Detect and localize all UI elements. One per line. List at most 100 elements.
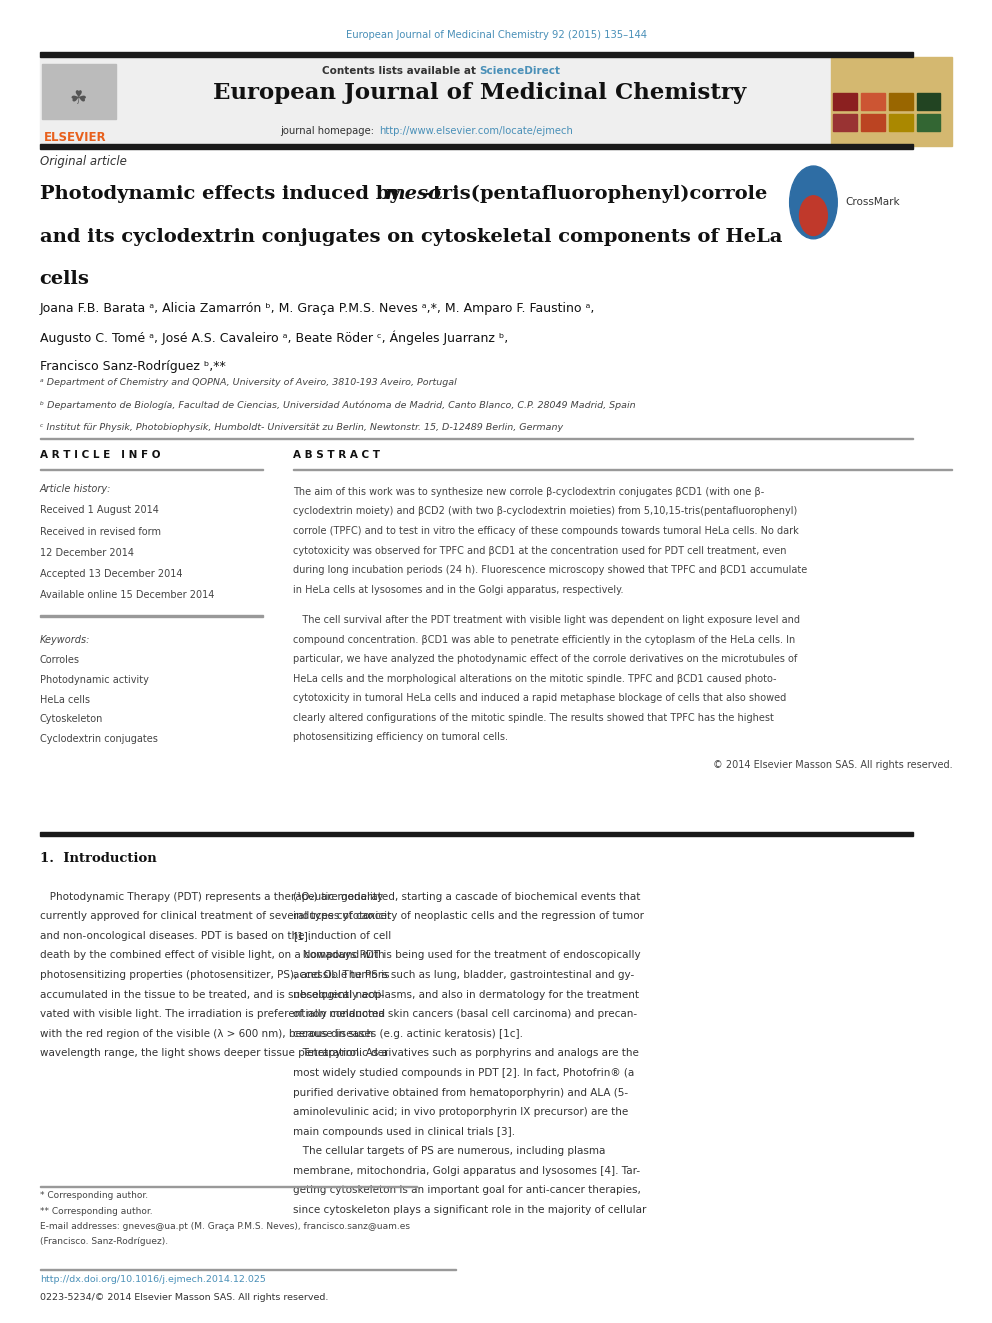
Bar: [40, 832, 913, 836]
Text: cyclodextrin moiety) and βCD2 (with two β-cyclodextrin moieties) from 5,10,15-tr: cyclodextrin moiety) and βCD2 (with two …: [293, 507, 797, 516]
Text: photosensitizing properties (photosensitizer, PS), and O₂. The PS is: photosensitizing properties (photosensit…: [40, 970, 389, 980]
Text: Cyclodextrin conjugates: Cyclodextrin conjugates: [40, 734, 158, 745]
Text: 1.  Introduction: 1. Introduction: [40, 852, 157, 865]
Text: ᵃ Department of Chemistry and QOPNA, University of Aveiro, 3810-193 Aveiro, Port: ᵃ Department of Chemistry and QOPNA, Uni…: [40, 378, 456, 388]
Text: Cytoskeleton: Cytoskeleton: [40, 714, 103, 725]
Text: The cell survival after the PDT treatment with visible light was dependent on li: The cell survival after the PDT treatmen…: [293, 615, 800, 624]
Text: of non melanoma skin cancers (basal cell carcinoma) and precan-: of non melanoma skin cancers (basal cell…: [293, 1009, 637, 1019]
Bar: [833, 93, 857, 110]
Bar: [861, 93, 885, 110]
Ellipse shape: [790, 167, 837, 238]
Text: ☘: ☘: [69, 89, 87, 107]
Text: accumulated in the tissue to be treated, and is subsequently acti-: accumulated in the tissue to be treated,…: [40, 990, 384, 1000]
Text: E-mail addresses: gneves@ua.pt (M. Graça P.M.S. Neves), francisco.sanz@uam.es: E-mail addresses: gneves@ua.pt (M. Graça…: [40, 1222, 410, 1232]
Text: accessible tumors such as lung, bladder, gastrointestinal and gy-: accessible tumors such as lung, bladder,…: [293, 970, 634, 980]
Text: HeLa cells and the morphological alterations on the mitotic spindle. TPFC and βC: HeLa cells and the morphological alterat…: [293, 673, 776, 684]
Text: Keywords:: Keywords:: [40, 635, 90, 646]
Text: Augusto C. Tomé ᵃ, José A.S. Cavaleiro ᵃ, Beate Röder ᶜ, Ángeles Juarranz ᵇ,: Augusto C. Tomé ᵃ, José A.S. Cavaleiro ᵃ…: [40, 331, 508, 345]
Text: necological neoplasms, and also in dermatology for the treatment: necological neoplasms, and also in derma…: [293, 990, 639, 1000]
Text: Francisco Sanz-Rodríguez ᵇ,**: Francisco Sanz-Rodríguez ᵇ,**: [40, 360, 225, 373]
Bar: [917, 93, 940, 110]
Text: photosensitizing efficiency on tumoral cells.: photosensitizing efficiency on tumoral c…: [293, 733, 508, 742]
Text: CrossMark: CrossMark: [845, 197, 900, 208]
Text: Received 1 August 2014: Received 1 August 2014: [40, 505, 159, 516]
Bar: [40, 52, 913, 57]
Text: ** Corresponding author.: ** Corresponding author.: [40, 1207, 153, 1216]
Text: The cellular targets of PS are numerous, including plasma: The cellular targets of PS are numerous,…: [293, 1146, 605, 1156]
Text: geting cytoskeleton is an important goal for anti-cancer therapies,: geting cytoskeleton is an important goal…: [293, 1185, 641, 1196]
Text: Accepted 13 December 2014: Accepted 13 December 2014: [40, 569, 183, 579]
Text: induces cytotoxicity of neoplastic cells and the regression of tumor: induces cytotoxicity of neoplastic cells…: [293, 912, 644, 921]
Bar: [831, 57, 952, 146]
Bar: [40, 57, 127, 146]
Bar: [127, 57, 831, 146]
Text: 12 December 2014: 12 December 2014: [40, 548, 134, 558]
Text: 0223-5234/© 2014 Elsevier Masson SAS. All rights reserved.: 0223-5234/© 2014 Elsevier Masson SAS. Al…: [40, 1293, 328, 1302]
Text: during long incubation periods (24 h). Fluorescence microscopy showed that TPFC : during long incubation periods (24 h). F…: [293, 565, 806, 576]
Text: vated with visible light. The irradiation is preferentially conducted: vated with visible light. The irradiatio…: [40, 1009, 385, 1019]
Text: corrole (TPFC) and to test in vitro the efficacy of these compounds towards tumo: corrole (TPFC) and to test in vitro the …: [293, 527, 799, 536]
Text: A B S T R A C T: A B S T R A C T: [293, 450, 380, 460]
Text: cells: cells: [40, 270, 89, 288]
Text: Contents lists available at: Contents lists available at: [321, 66, 479, 77]
Text: wavelength range, the light shows deeper tissue penetration. As a: wavelength range, the light shows deeper…: [40, 1048, 388, 1058]
Bar: [889, 114, 913, 131]
Text: Corroles: Corroles: [40, 655, 79, 665]
Text: since cytoskeleton plays a significant role in the majority of cellular: since cytoskeleton plays a significant r…: [293, 1205, 646, 1215]
Text: Tetrapyrrolic derivatives such as porphyrins and analogs are the: Tetrapyrrolic derivatives such as porphy…: [293, 1048, 639, 1058]
Text: http://dx.doi.org/10.1016/j.ejmech.2014.12.025: http://dx.doi.org/10.1016/j.ejmech.2014.…: [40, 1275, 266, 1285]
Text: and non-oncological diseases. PDT is based on the induction of cell: and non-oncological diseases. PDT is bas…: [40, 931, 391, 941]
Bar: [889, 93, 913, 110]
Text: most widely studied compounds in PDT [2]. In fact, Photofrin® (a: most widely studied compounds in PDT [2]…: [293, 1068, 634, 1078]
Text: Available online 15 December 2014: Available online 15 December 2014: [40, 590, 214, 601]
Text: aminolevulinic acid; in vivo protoporphyrin IX precursor) are the: aminolevulinic acid; in vivo protoporphy…: [293, 1107, 628, 1117]
Text: A R T I C L E   I N F O: A R T I C L E I N F O: [40, 450, 160, 460]
Ellipse shape: [800, 196, 827, 235]
Bar: [861, 114, 885, 131]
Text: cytotoxicity was observed for TPFC and βCD1 at the concentration used for PDT ce: cytotoxicity was observed for TPFC and β…: [293, 545, 786, 556]
Text: meso: meso: [385, 185, 441, 204]
Text: * Corresponding author.: * Corresponding author.: [40, 1191, 148, 1200]
Text: (Francisco. Sanz-Rodríguez).: (Francisco. Sanz-Rodríguez).: [40, 1237, 168, 1246]
Text: compound concentration. βCD1 was able to penetrate efficiently in the cytoplasm : compound concentration. βCD1 was able to…: [293, 635, 795, 644]
Text: European Journal of Medicinal Chemistry: European Journal of Medicinal Chemistry: [212, 82, 746, 105]
Text: Article history:: Article history:: [40, 484, 111, 495]
Text: and its cyclodextrin conjugates on cytoskeletal components of HeLa: and its cyclodextrin conjugates on cytos…: [40, 228, 782, 246]
Text: http://www.elsevier.com/locate/ejmech: http://www.elsevier.com/locate/ejmech: [379, 126, 572, 136]
Bar: [42, 64, 116, 119]
Text: membrane, mitochondria, Golgi apparatus and lysosomes [4]. Tar-: membrane, mitochondria, Golgi apparatus …: [293, 1166, 640, 1176]
Bar: [917, 114, 940, 131]
Text: ᶜ Institut für Physik, Photobiophysik, Humboldt- Universität zu Berlin, Newtonst: ᶜ Institut für Physik, Photobiophysik, H…: [40, 423, 562, 433]
Text: cerous diseases (e.g. actinic keratosis) [1c].: cerous diseases (e.g. actinic keratosis)…: [293, 1029, 523, 1039]
Text: [1].: [1].: [293, 931, 310, 941]
Text: clearly altered configurations of the mitotic spindle. The results showed that T: clearly altered configurations of the mi…: [293, 713, 774, 722]
Text: purified derivative obtained from hematoporphyrin) and ALA (5-: purified derivative obtained from hemato…: [293, 1088, 628, 1098]
Text: ᵇ Departamento de Biología, Facultad de Ciencias, Universidad Autónoma de Madrid: ᵇ Departamento de Biología, Facultad de …: [40, 401, 635, 410]
Text: Original article: Original article: [40, 155, 127, 168]
Text: with the red region of the visible (λ > 600 nm), because in such: with the red region of the visible (λ > …: [40, 1029, 373, 1039]
Text: Received in revised form: Received in revised form: [40, 527, 161, 537]
Text: journal homepage:: journal homepage:: [280, 126, 377, 136]
Bar: [833, 114, 857, 131]
Bar: [40, 438, 913, 439]
Text: European Journal of Medicinal Chemistry 92 (2015) 135–144: European Journal of Medicinal Chemistry …: [345, 30, 647, 41]
Bar: [40, 144, 913, 149]
Text: cytotoxicity in tumoral HeLa cells and induced a rapid metaphase blockage of cel: cytotoxicity in tumoral HeLa cells and i…: [293, 693, 786, 704]
Text: Photodynamic activity: Photodynamic activity: [40, 675, 149, 685]
Text: currently approved for clinical treatment of several types of cancer: currently approved for clinical treatmen…: [40, 912, 391, 921]
Text: Nowadays PDT is being used for the treatment of endoscopically: Nowadays PDT is being used for the treat…: [293, 950, 640, 960]
Text: death by the combined effect of visible light, on a compound with: death by the combined effect of visible …: [40, 950, 384, 960]
Text: Joana F.B. Barata ᵃ, Alicia Zamarrón ᵇ, M. Graça P.M.S. Neves ᵃ,*, M. Amparo F. : Joana F.B. Barata ᵃ, Alicia Zamarrón ᵇ, …: [40, 302, 595, 315]
Text: particular, we have analyzed the photodynamic effect of the corrole derivatives : particular, we have analyzed the photody…: [293, 654, 797, 664]
Text: main compounds used in clinical trials [3].: main compounds used in clinical trials […: [293, 1127, 515, 1136]
Text: The aim of this work was to synthesize new corrole β-cyclodextrin conjugates βCD: The aim of this work was to synthesize n…: [293, 487, 764, 497]
Text: in HeLa cells at lysosomes and in the Golgi apparatus, respectively.: in HeLa cells at lysosomes and in the Go…: [293, 585, 623, 595]
Text: ScienceDirect: ScienceDirect: [479, 66, 560, 77]
Text: Photodynamic effects induced by: Photodynamic effects induced by: [40, 185, 407, 204]
Text: (¹O₂) are generated, starting a cascade of biochemical events that: (¹O₂) are generated, starting a cascade …: [293, 892, 640, 902]
Text: ELSEVIER: ELSEVIER: [44, 131, 106, 144]
Text: HeLa cells: HeLa cells: [40, 695, 89, 705]
Text: © 2014 Elsevier Masson SAS. All rights reserved.: © 2014 Elsevier Masson SAS. All rights r…: [712, 759, 952, 770]
Text: Photodynamic Therapy (PDT) represents a therapeutic modality: Photodynamic Therapy (PDT) represents a …: [40, 892, 383, 902]
Text: -tris(pentafluorophenyl)corrole: -tris(pentafluorophenyl)corrole: [425, 185, 767, 204]
